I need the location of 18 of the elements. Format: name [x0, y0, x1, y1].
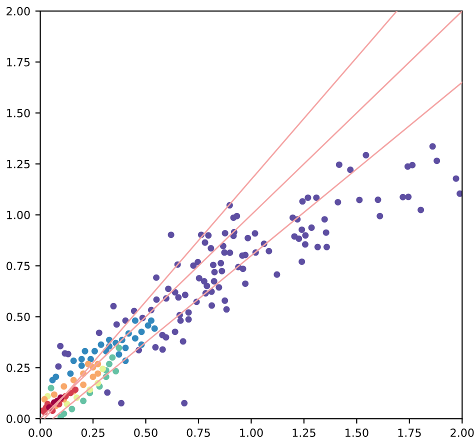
y-tick-label: 0.50 [6, 312, 30, 322]
x-tick-label: 1.00 [240, 428, 263, 437]
x-tick-label: 2.00 [450, 428, 474, 437]
x-tick-label: 0.50 [134, 428, 158, 437]
y-tick-label: 1.00 [7, 210, 30, 220]
y-tick-label: 0.25 [6, 364, 30, 372]
y-tick-label: 0.75 [6, 262, 30, 270]
y-tick-label: 1.50 [7, 108, 30, 118]
y-tick-label: 1.75 [7, 58, 30, 66]
x-tick-label: 0.00 [28, 428, 52, 437]
x-tick-label: 1.75 [398, 428, 421, 437]
y-tick-label: 1.25 [7, 160, 30, 168]
x-tick-label: 1.50 [346, 428, 368, 437]
y-tick-label: 0.00 [6, 414, 30, 424]
x-tick-label: 0.25 [81, 428, 104, 437]
x-tick-label: 1.25 [292, 428, 316, 437]
y-tick-label: 2.00 [6, 7, 30, 16]
x-tick-label: 0.75 [186, 428, 210, 437]
